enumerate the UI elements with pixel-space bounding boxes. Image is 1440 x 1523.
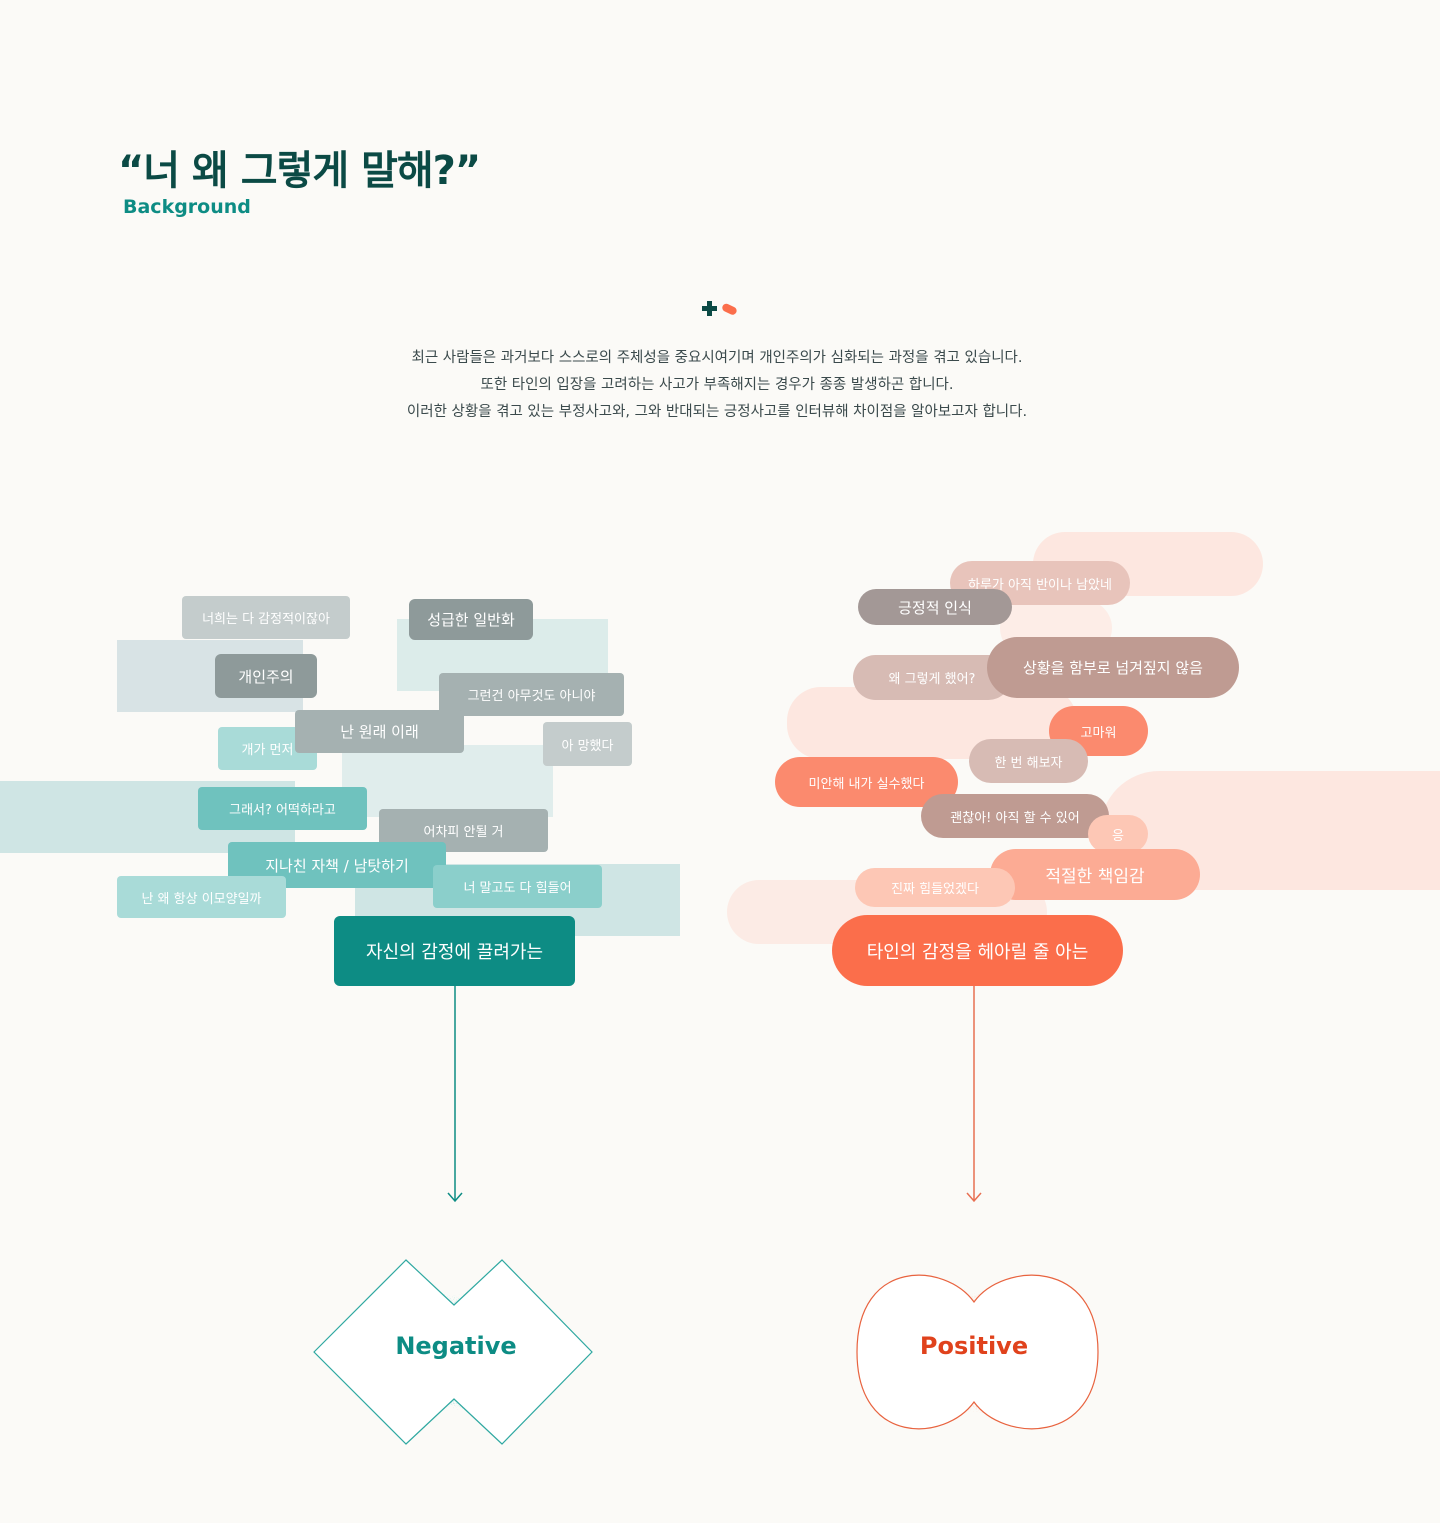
negative-tag: 아 망했다 — [543, 722, 632, 766]
positive-tag: 괜찮아! 아직 할 수 있어 — [921, 794, 1109, 838]
intro-line: 또한 타인의 입장을 고려하는 사고가 부족해지는 경우가 종종 발생하곤 합니… — [480, 377, 954, 393]
negative-tag: 그래서? 어떡하라고 — [198, 787, 367, 830]
page-title: “너 왜 그렇게 말해?” — [118, 148, 481, 194]
negative-tag: 난 원래 이래 — [295, 710, 464, 753]
positive-tag: 진짜 힘들었겠다 — [855, 868, 1015, 907]
negative-wash — [342, 745, 553, 817]
intro-line: 이러한 상황을 겪고 있는 부정사고와, 그와 반대되는 긍정사고를 인터뷰해 … — [406, 404, 1028, 420]
positive-arrow — [966, 986, 982, 1203]
positive-tag: 한 번 해보자 — [969, 739, 1088, 783]
intro-text: 최근 사람들은 과거보다 스스로의 주체성을 중요시여기며 개인주의가 심화되는… — [300, 345, 1134, 426]
positive-shape — [856, 1274, 1099, 1430]
positive-tag: 응 — [1088, 815, 1148, 853]
negative-main-label: 자신의 감정에 끌려가는 — [334, 916, 575, 986]
negative-tag: 난 왜 항상 이모양일까 — [117, 876, 286, 918]
positive-tag: 적절한 책임감 — [990, 849, 1200, 900]
positive-tag: 왜 그렇게 했어? — [853, 655, 1011, 700]
negative-shape — [313, 1259, 593, 1445]
positive-tag: 상황을 함부로 넘겨짚지 않음 — [987, 637, 1239, 698]
negative-tag: 너희는 다 감정적이잖아 — [182, 596, 350, 639]
negative-arrow — [447, 986, 463, 1203]
positive-main-label: 타인의 감정을 헤아릴 줄 아는 — [832, 915, 1123, 986]
negative-result-label: Negative — [395, 1332, 517, 1360]
intro-line: 최근 사람들은 과거보다 스스로의 주체성을 중요시여기며 개인주의가 심화되는… — [411, 350, 1023, 366]
positive-result-label: Positive — [919, 1332, 1029, 1360]
positive-tag: 긍정적 인식 — [858, 589, 1012, 625]
negative-tag: 너 말고도 다 힘들어 — [433, 865, 602, 908]
negative-tag: 그런건 아무것도 아니야 — [439, 673, 624, 716]
negative-tag: 성급한 일반화 — [409, 599, 533, 640]
section-subtitle: Background — [123, 196, 251, 218]
plus-pill-icon — [702, 301, 737, 316]
negative-tag: 개인주의 — [215, 654, 317, 698]
